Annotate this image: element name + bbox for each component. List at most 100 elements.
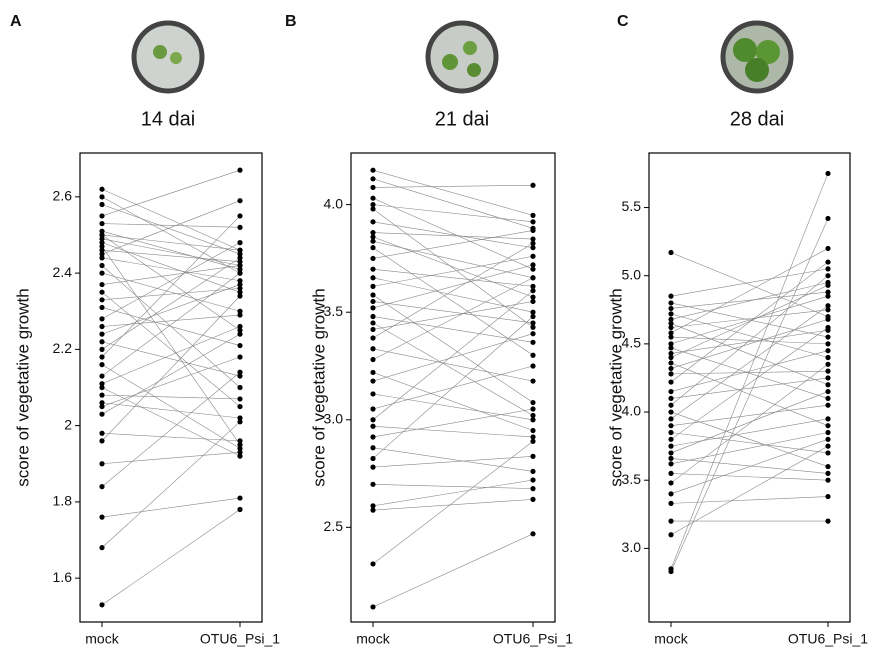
dot	[237, 259, 243, 265]
dot	[825, 259, 831, 265]
dot	[99, 411, 105, 417]
leaf	[733, 38, 757, 62]
dot	[370, 234, 376, 240]
dot	[825, 303, 831, 309]
dot	[668, 470, 674, 476]
dot	[825, 361, 831, 367]
dot	[668, 350, 674, 357]
dot	[668, 491, 674, 497]
plot-frame	[79, 152, 263, 623]
dot	[99, 270, 105, 276]
dot	[99, 514, 105, 520]
dot	[530, 352, 536, 358]
dot	[99, 381, 105, 387]
pair-line	[670, 252, 829, 317]
y-tick-label: 4.0	[622, 403, 642, 419]
leaf	[463, 41, 477, 55]
pair-line	[101, 238, 241, 266]
dot	[530, 219, 536, 225]
dot	[668, 249, 674, 256]
dot	[530, 298, 536, 305]
dot	[370, 503, 376, 509]
dot	[668, 450, 674, 456]
dot	[99, 354, 105, 360]
dot	[530, 227, 536, 234]
dot	[99, 186, 105, 192]
dot	[370, 406, 376, 412]
panel-title: 21 dai	[435, 108, 490, 130]
pair-line	[372, 236, 534, 298]
dot	[668, 436, 674, 442]
pair-line	[372, 301, 534, 330]
pair-line	[670, 404, 829, 426]
dot	[370, 455, 376, 462]
pair-line	[670, 313, 829, 358]
dot	[668, 443, 674, 449]
pair-line	[101, 372, 241, 487]
dot	[825, 354, 831, 361]
pair-line	[101, 452, 241, 465]
dot	[99, 331, 105, 337]
dot	[825, 463, 831, 470]
pair-line	[101, 497, 241, 518]
pair-line	[372, 456, 534, 468]
dot	[99, 297, 105, 303]
dot	[370, 206, 376, 212]
dot	[668, 324, 674, 331]
dot	[237, 419, 243, 425]
dot	[530, 427, 536, 434]
dot	[99, 484, 105, 490]
dot	[370, 346, 376, 352]
pair-line	[372, 277, 534, 313]
dot	[99, 304, 105, 311]
dot	[237, 278, 243, 284]
dot	[370, 434, 376, 440]
dot	[370, 305, 376, 311]
dot	[530, 275, 536, 281]
dot	[825, 170, 831, 177]
dot	[530, 331, 536, 337]
dot	[99, 236, 105, 242]
pair-line	[101, 272, 241, 312]
dot	[668, 402, 674, 408]
dot	[237, 308, 243, 314]
dot	[825, 443, 831, 449]
dot	[530, 324, 536, 330]
pair-line	[101, 246, 241, 445]
dot	[99, 232, 105, 238]
dot	[530, 283, 536, 289]
dot	[99, 289, 105, 295]
dot	[530, 434, 536, 440]
dot	[237, 213, 243, 219]
dot	[370, 561, 376, 567]
pair-line	[372, 243, 534, 339]
dot	[237, 251, 243, 257]
pair-line	[670, 282, 829, 320]
dot	[825, 316, 831, 322]
panel-letter: B	[285, 13, 297, 30]
dot	[370, 369, 376, 376]
pair-line	[101, 421, 241, 548]
pair-line	[101, 356, 241, 407]
dot	[668, 455, 674, 461]
dot	[99, 194, 105, 200]
panel-letter: A	[10, 13, 22, 30]
x-tick-label: OTU6_Psi_1	[788, 631, 868, 647]
pair-line	[670, 496, 829, 504]
dot	[370, 195, 376, 201]
dot	[99, 251, 105, 257]
dot	[370, 320, 376, 326]
dot	[237, 354, 243, 360]
pair-line	[101, 234, 241, 251]
dot	[237, 342, 243, 349]
dot	[237, 442, 243, 448]
dot	[370, 507, 376, 513]
pair-line	[670, 173, 829, 569]
y-axis-label: score of vegetative growth	[309, 288, 328, 486]
pair-line	[372, 348, 534, 382]
dot	[99, 228, 105, 234]
y-tick-label: 4.5	[622, 335, 642, 351]
dot	[99, 281, 105, 288]
pair-line	[101, 387, 241, 457]
dot	[237, 262, 243, 269]
